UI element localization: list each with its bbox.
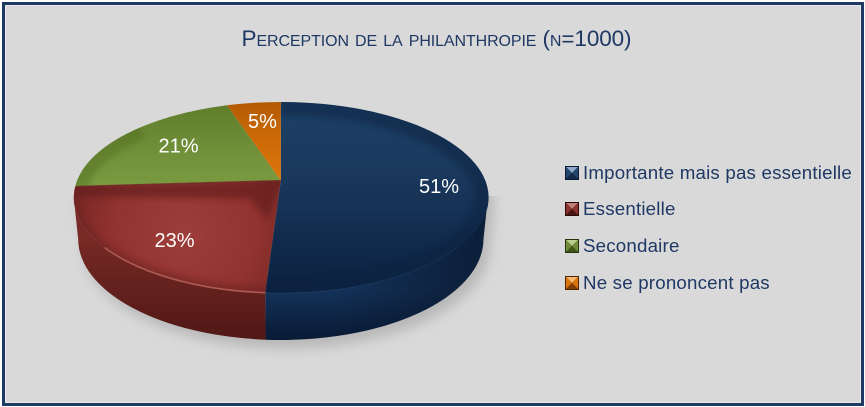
- svg-text:21%: 21%: [158, 135, 198, 157]
- svg-text:23%: 23%: [154, 230, 194, 252]
- svg-text:5%: 5%: [248, 111, 277, 133]
- svg-text:51%: 51%: [419, 176, 459, 198]
